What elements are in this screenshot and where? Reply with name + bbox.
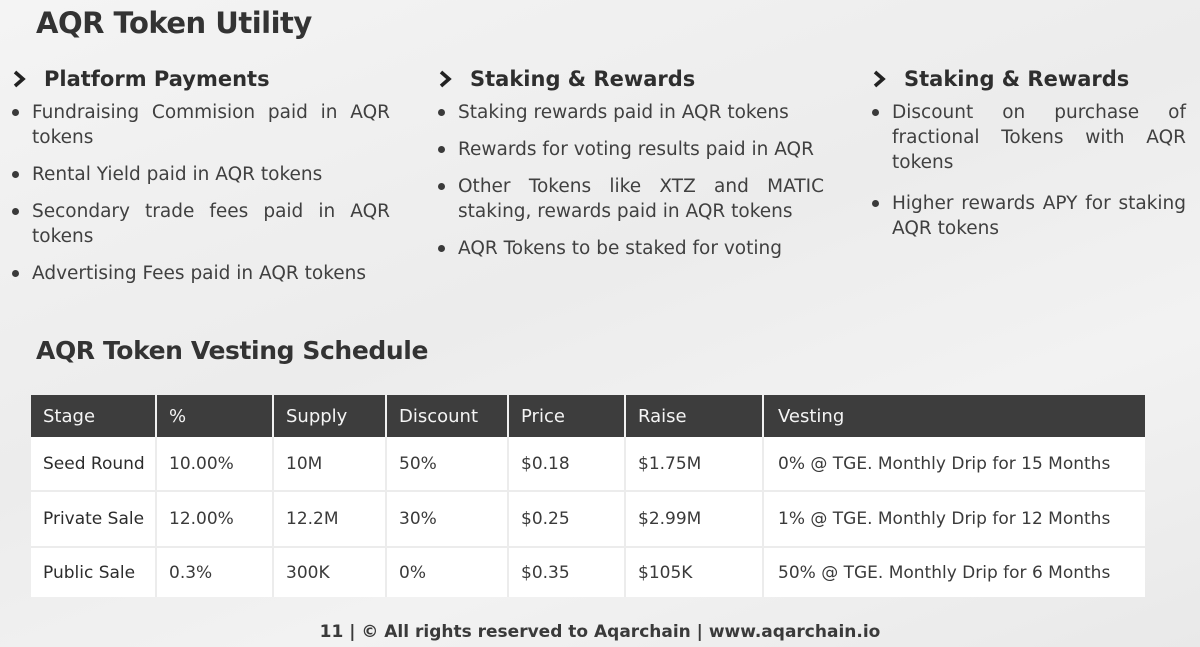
column-header: Discount bbox=[386, 395, 509, 437]
section-heading: Platform Payments bbox=[10, 64, 390, 94]
table-header-row: Stage % Supply Discount Price Raise Vest… bbox=[31, 395, 1145, 437]
table-cell: $2.99M bbox=[625, 491, 764, 548]
column-header: Stage bbox=[31, 395, 157, 437]
column-header: Raise bbox=[625, 395, 764, 437]
page-title: AQR Token Utility bbox=[36, 6, 312, 40]
table-cell: 10.00% bbox=[156, 437, 274, 492]
section-heading: Staking & Rewards bbox=[870, 64, 1186, 94]
list-item: Discount on purchase of fractional Token… bbox=[870, 100, 1186, 175]
list-item: AQR Tokens to be staked for voting bbox=[436, 236, 824, 261]
column-header: Supply bbox=[273, 395, 387, 437]
section-staking-rewards-2: Staking & Rewards Discount on purchase o… bbox=[870, 64, 1186, 253]
table-cell: 1% @ TGE. Monthly Drip for 12 Months bbox=[763, 491, 1145, 548]
chevron-right-icon bbox=[13, 70, 26, 88]
table-cell: Public Sale bbox=[31, 547, 157, 597]
chevron-right-icon bbox=[439, 70, 452, 88]
section-heading-label: Staking & Rewards bbox=[470, 67, 696, 91]
table-cell: 50% bbox=[386, 437, 509, 492]
table-row: Public Sale 0.3% 300K 0% $0.35 $105K 50%… bbox=[31, 547, 1145, 597]
table-cell: 0% bbox=[386, 547, 509, 597]
table-cell: 0% @ TGE. Monthly Drip for 15 Months bbox=[763, 437, 1145, 492]
vesting-schedule-title: AQR Token Vesting Schedule bbox=[36, 336, 429, 365]
table-cell: 12.00% bbox=[156, 491, 274, 548]
list-item: Rewards for voting results paid in AQR bbox=[436, 137, 824, 162]
section-heading-label: Platform Payments bbox=[44, 67, 270, 91]
table-cell: $0.18 bbox=[508, 437, 626, 492]
list-item: Advertising Fees paid in AQR tokens bbox=[10, 261, 390, 286]
table-cell: 12.2M bbox=[273, 491, 387, 548]
table-cell: $0.35 bbox=[508, 547, 626, 597]
table-cell: $1.75M bbox=[625, 437, 764, 492]
bullet-list: Fundraising Commision paid in AQR tokens… bbox=[10, 100, 390, 286]
chevron-right-icon bbox=[873, 70, 886, 88]
column-header: % bbox=[156, 395, 274, 437]
table-cell: 30% bbox=[386, 491, 509, 548]
table-cell: $105K bbox=[625, 547, 764, 597]
page-footer: 11 | © All rights reserved to Aqarchain … bbox=[319, 622, 881, 642]
section-heading: Staking & Rewards bbox=[436, 64, 824, 94]
vesting-table: Stage % Supply Discount Price Raise Vest… bbox=[31, 395, 1145, 597]
table-cell: 10M bbox=[273, 437, 387, 492]
section-platform-payments: Platform Payments Fundraising Commision … bbox=[10, 64, 390, 298]
section-staking-rewards-1: Staking & Rewards Staking rewards paid i… bbox=[436, 64, 824, 273]
bullet-list: Discount on purchase of fractional Token… bbox=[870, 100, 1186, 241]
table-cell: 300K bbox=[273, 547, 387, 597]
table-cell: 0.3% bbox=[156, 547, 274, 597]
list-item: Higher rewards APY for staking AQR token… bbox=[870, 191, 1186, 241]
table-cell: 50% @ TGE. Monthly Drip for 6 Months bbox=[763, 547, 1145, 597]
list-item: Rental Yield paid in AQR tokens bbox=[10, 162, 390, 187]
column-header: Vesting bbox=[763, 395, 1145, 437]
list-item: Staking rewards paid in AQR tokens bbox=[436, 100, 824, 125]
section-heading-label: Staking & Rewards bbox=[904, 67, 1130, 91]
table-row: Seed Round 10.00% 10M 50% $0.18 $1.75M 0… bbox=[31, 437, 1145, 492]
table-cell: Private Sale bbox=[31, 491, 157, 548]
column-header: Price bbox=[508, 395, 626, 437]
table-cell: $0.25 bbox=[508, 491, 626, 548]
list-item: Fundraising Commision paid in AQR tokens bbox=[10, 100, 390, 150]
list-item: Secondary trade fees paid in AQR tokens bbox=[10, 199, 390, 249]
bullet-list: Staking rewards paid in AQR tokens Rewar… bbox=[436, 100, 824, 261]
table-cell: Seed Round bbox=[31, 437, 157, 492]
list-item: Other Tokens like XTZ and MATIC staking,… bbox=[436, 174, 824, 224]
table-row: Private Sale 12.00% 12.2M 30% $0.25 $2.9… bbox=[31, 491, 1145, 548]
